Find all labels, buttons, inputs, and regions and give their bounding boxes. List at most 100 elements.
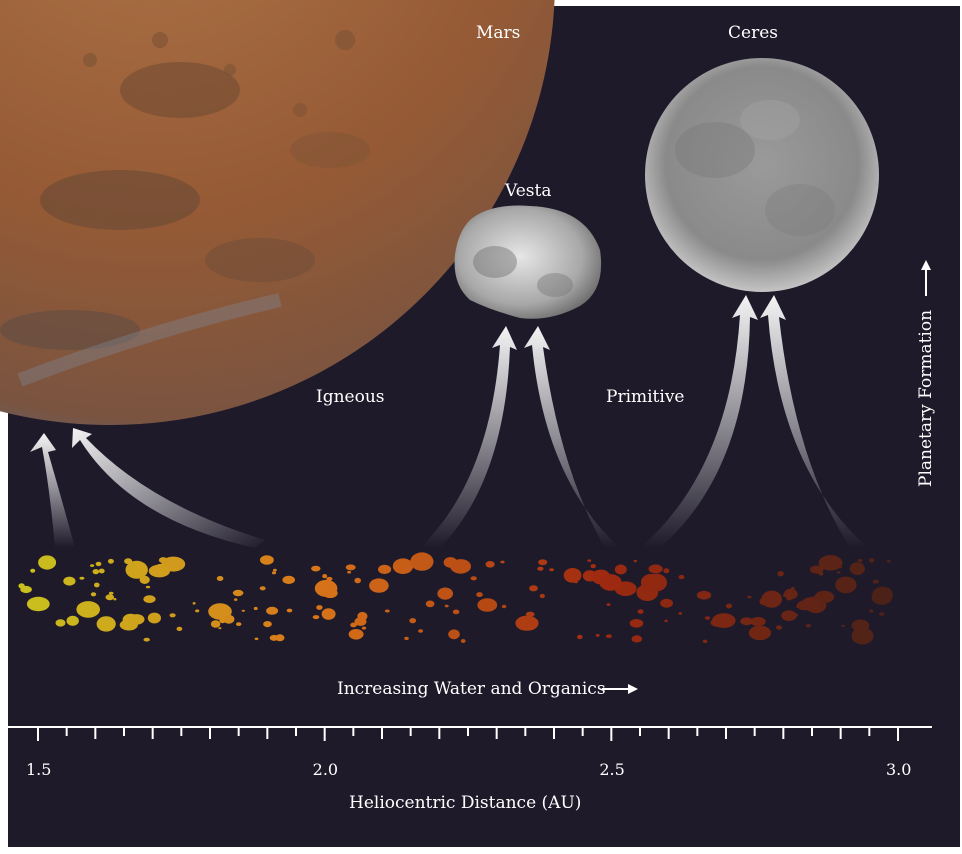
igneous-label: Igneous bbox=[316, 387, 385, 407]
asteroid-particle bbox=[90, 564, 95, 567]
mars-label: Mars bbox=[476, 23, 521, 43]
asteroid-particle bbox=[801, 597, 820, 611]
asteroid-particle bbox=[38, 555, 57, 570]
asteroid-particle bbox=[254, 637, 259, 641]
asteroid-particle bbox=[345, 564, 356, 571]
asteroid-particle bbox=[810, 565, 824, 574]
asteroid-particle bbox=[269, 634, 279, 641]
asteroid-particle bbox=[66, 615, 79, 626]
asteroid-particle bbox=[369, 578, 389, 593]
asteroid-particle bbox=[378, 564, 392, 575]
asteroid-particle bbox=[841, 624, 845, 627]
asteroid-particle bbox=[443, 557, 458, 568]
asteroid-particle bbox=[312, 615, 320, 620]
asteroid-particle bbox=[350, 622, 357, 628]
asteroid-particle bbox=[148, 564, 171, 578]
asteroid-particle bbox=[678, 612, 683, 615]
asteroid-particle bbox=[869, 609, 874, 613]
asteroid-particle bbox=[98, 568, 105, 574]
asteroid-particle bbox=[777, 571, 784, 577]
asteroid-particle bbox=[42, 599, 48, 603]
asteroid-particle bbox=[409, 618, 417, 624]
asteroid-particle bbox=[460, 639, 466, 643]
primitive-label: Primitive bbox=[606, 387, 685, 407]
asteroid-belt bbox=[18, 552, 893, 645]
formation-arrows bbox=[30, 295, 868, 548]
asteroid-particle bbox=[124, 558, 133, 565]
asteroid-particle bbox=[176, 626, 183, 632]
asteroid-particle bbox=[790, 587, 795, 590]
asteroid-particle bbox=[125, 560, 148, 579]
asteroid-particle bbox=[835, 576, 857, 594]
increasing-arrow-icon bbox=[602, 684, 638, 694]
asteroid-particle bbox=[139, 575, 150, 585]
asteroid-particle bbox=[631, 635, 643, 643]
planetary-formation-label: Planetary Formation bbox=[916, 309, 936, 487]
asteroid-particle bbox=[273, 568, 277, 572]
asteroid-particle bbox=[143, 637, 150, 642]
increasing-water-label: Increasing Water and Organics bbox=[337, 679, 606, 699]
asteroid-particle bbox=[702, 639, 708, 643]
asteroid-particle bbox=[501, 604, 507, 609]
asteroid-particle bbox=[95, 561, 102, 567]
arrow-to-ceres-left bbox=[640, 295, 758, 548]
asteroid-particle bbox=[577, 634, 583, 640]
asteroid-particle bbox=[775, 625, 783, 630]
axis-tick-label: 1.5 bbox=[26, 760, 52, 779]
asteroid-particle bbox=[30, 568, 36, 573]
asteroid-particle bbox=[590, 564, 596, 569]
asteroid-particle bbox=[470, 576, 477, 581]
asteroid-particle bbox=[818, 555, 843, 571]
asteroid-particle bbox=[872, 586, 893, 604]
asteroid-particle bbox=[316, 605, 323, 610]
asteroid-particle bbox=[663, 568, 670, 574]
asteroid-particle bbox=[286, 608, 293, 613]
asteroid-particle bbox=[354, 617, 367, 626]
arrow-to-vesta-right bbox=[524, 326, 620, 548]
asteroid-particle bbox=[79, 576, 85, 580]
asteroid-particle bbox=[748, 625, 772, 641]
ceres-label: Ceres bbox=[728, 23, 778, 43]
asteroid-particle bbox=[725, 603, 733, 609]
axis-title: Heliocentric Distance (AU) bbox=[349, 793, 582, 813]
asteroid-particle bbox=[326, 576, 333, 581]
asteroid-particle bbox=[210, 620, 221, 628]
asteroid-particle bbox=[253, 606, 258, 611]
asteroid-particle bbox=[465, 561, 470, 565]
asteroid-particle bbox=[128, 614, 145, 625]
arrow-to-mars-right bbox=[72, 428, 265, 548]
asteroid-particle bbox=[849, 562, 865, 575]
asteroid-particle bbox=[410, 552, 434, 571]
asteroid-particle bbox=[872, 579, 879, 584]
asteroid-particle bbox=[108, 591, 114, 595]
asteroid-particle bbox=[158, 557, 168, 564]
asteroid-particle bbox=[696, 590, 712, 600]
planetary-formation-arrow-icon bbox=[921, 260, 931, 296]
asteroid-particle bbox=[485, 561, 495, 568]
asteroid-particle bbox=[92, 569, 100, 575]
asteroid-particle bbox=[192, 602, 196, 605]
asteroid-particle bbox=[55, 619, 66, 627]
asteroid-particle bbox=[444, 604, 449, 608]
asteroid-particle bbox=[384, 609, 390, 613]
asteroid-particle bbox=[563, 568, 582, 583]
asteroid-particle bbox=[418, 629, 424, 633]
asteroid-particle bbox=[241, 609, 245, 612]
asteroid-particle bbox=[587, 559, 592, 562]
asteroid-particle bbox=[63, 576, 76, 586]
asteroid-particle bbox=[868, 558, 875, 563]
asteroid-particle bbox=[740, 617, 754, 626]
asteroid-particle bbox=[637, 609, 644, 614]
asteroid-particle bbox=[354, 577, 362, 584]
asteroid-particle bbox=[348, 629, 364, 640]
asteroid-particle bbox=[113, 598, 117, 601]
asteroid-particle bbox=[425, 600, 435, 608]
asteroid-particle bbox=[107, 558, 114, 564]
asteroid-particle bbox=[648, 564, 663, 574]
asteroid-particle bbox=[640, 574, 661, 591]
arrow-to-vesta-left bbox=[420, 326, 517, 548]
asteroid-particle bbox=[321, 608, 336, 620]
asteroid-particle bbox=[437, 587, 454, 600]
